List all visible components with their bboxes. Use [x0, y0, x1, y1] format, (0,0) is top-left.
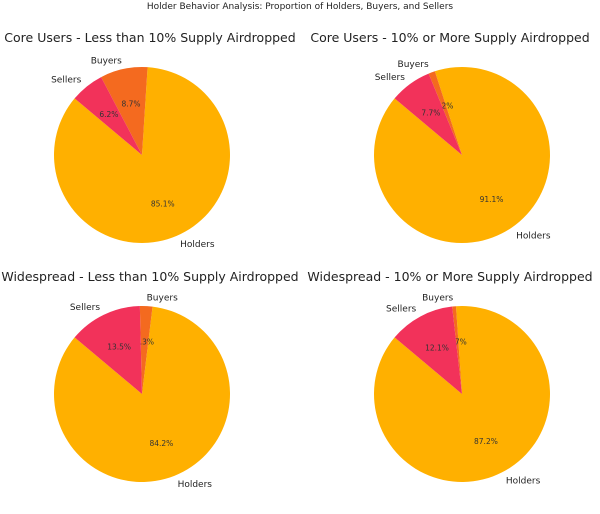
pie-slice-sellers — [394, 73, 462, 155]
slice-label-holders: Holders — [178, 480, 213, 490]
slice-percent-holders: 85.1% — [151, 200, 175, 209]
pie-title: Core Users - Less than 10% Supply Airdro… — [4, 30, 296, 45]
pie-panel-core-lt10: Core Users - Less than 10% Supply Airdro… — [0, 30, 300, 275]
slice-percent-sellers: 7.7% — [421, 108, 440, 117]
slice-label-buyers: Buyers — [398, 60, 429, 70]
figure-title: Holder Behavior Analysis: Proportion of … — [146, 2, 454, 12]
pie-chart: Holders 91.1% Buyers 1.2% Sellers 7.7% — [374, 60, 551, 244]
pie-slice-holders — [54, 67, 231, 244]
pie-title: Core Users - 10% or More Supply Airdropp… — [310, 30, 590, 45]
pie-panel-wide-lt10: Widespread - Less than 10% Supply Airdro… — [0, 269, 300, 514]
slice-percent-sellers: 13.5% — [107, 342, 131, 351]
slice-label-sellers: Sellers — [70, 303, 100, 313]
slice-percent-sellers: 6.2% — [99, 110, 118, 119]
slice-label-buyers: Buyers — [422, 294, 453, 304]
pie-slice-buyers — [101, 67, 148, 155]
slice-label-holders: Holders — [180, 240, 215, 250]
pie-chart: Holders 87.2% Buyers 0.7% Sellers 12.1% — [374, 294, 550, 486]
slice-label-buyers: Buyers — [91, 56, 122, 66]
slice-percent-buyers: 1.2% — [434, 101, 453, 110]
slice-percent-holders: 84.2% — [149, 439, 173, 448]
slice-percent-buyers: 2.3% — [135, 337, 154, 346]
pie-slice-buyers — [452, 306, 462, 394]
slice-label-holders: Holders — [516, 231, 551, 241]
pie-slice-sellers — [74, 77, 142, 155]
pie-slice-holders — [53, 306, 230, 482]
pie-title: Widespread - Less than 10% Supply Airdro… — [1, 269, 299, 284]
slice-percent-holders: 87.2% — [474, 437, 498, 446]
pie-slice-sellers — [74, 306, 142, 394]
pie-slice-sellers — [394, 306, 462, 394]
slice-label-sellers: Sellers — [386, 305, 416, 315]
slice-label-holders: Holders — [506, 476, 541, 486]
pie-chart: Holders 84.2% Buyers 2.3% Sellers 13.5% — [53, 293, 230, 490]
pie-chart: Holders 85.1% Buyers 8.7% Sellers 6.2% — [51, 56, 231, 250]
pie-panel-core-ge10: Core Users - 10% or More Supply Airdropp… — [300, 30, 600, 275]
pie-panel-wide-ge10: Widespread - 10% or More Supply Airdropp… — [300, 269, 600, 514]
slice-percent-buyers: 8.7% — [121, 99, 140, 108]
pie-slice-buyers — [139, 306, 153, 394]
pie-title: Widespread - 10% or More Supply Airdropp… — [307, 269, 593, 284]
slice-percent-holders: 91.1% — [480, 195, 504, 204]
pie-slice-holders — [374, 67, 550, 244]
slice-label-buyers: Buyers — [147, 293, 178, 303]
slice-label-sellers: Sellers — [375, 73, 405, 83]
slice-percent-sellers: 12.1% — [425, 343, 449, 352]
slice-label-sellers: Sellers — [51, 76, 81, 86]
pie-slice-buyers — [428, 71, 462, 155]
slice-percent-buyers: 0.7% — [448, 337, 467, 346]
